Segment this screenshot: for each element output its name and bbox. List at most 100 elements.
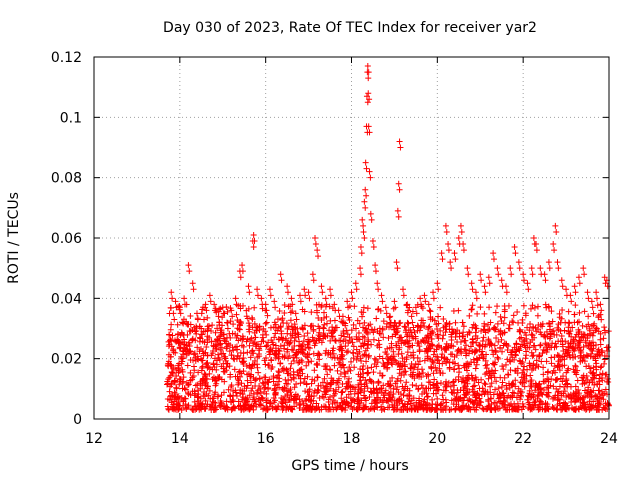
data-point (291, 342, 298, 349)
data-point (561, 362, 568, 369)
data-point (295, 346, 302, 353)
data-point (393, 259, 400, 266)
data-point (232, 389, 239, 396)
data-point (191, 403, 198, 410)
data-point (239, 268, 246, 275)
data-point (430, 381, 437, 388)
data-point (181, 295, 188, 302)
data-point (549, 395, 556, 402)
data-point (357, 343, 364, 350)
data-point (548, 308, 555, 315)
data-point (201, 316, 208, 323)
data-point (189, 336, 196, 343)
data-point (503, 289, 510, 296)
data-point (249, 385, 256, 392)
data-point (244, 336, 251, 343)
data-point (253, 401, 260, 408)
data-point (361, 381, 368, 388)
data-point (552, 222, 559, 229)
data-point (379, 326, 386, 333)
data-point (480, 334, 487, 341)
data-point (367, 321, 374, 328)
data-point (361, 404, 368, 411)
data-point (295, 359, 302, 366)
data-point (450, 378, 457, 385)
data-point (224, 325, 231, 332)
data-point (561, 388, 568, 395)
data-point (360, 392, 367, 399)
data-point (211, 391, 218, 398)
data-point (358, 250, 365, 257)
data-point (326, 366, 333, 373)
data-point (456, 333, 463, 340)
data-point (296, 405, 303, 412)
data-point (226, 348, 233, 355)
data-point (208, 352, 215, 359)
data-point (267, 348, 274, 355)
data-point (597, 341, 604, 348)
data-point (184, 331, 191, 338)
data-point (426, 323, 433, 330)
data-point (546, 320, 553, 327)
data-point (515, 404, 522, 411)
data-point (532, 364, 539, 371)
data-point (271, 319, 278, 326)
data-point (231, 366, 238, 373)
data-point (206, 370, 213, 377)
data-point (296, 396, 303, 403)
data-point (168, 289, 175, 296)
data-point (465, 328, 472, 335)
data-point (360, 304, 367, 311)
data-point (370, 336, 377, 343)
data-point (553, 331, 560, 338)
data-point (390, 385, 397, 392)
data-point (338, 355, 345, 362)
data-point (355, 381, 362, 388)
data-point (314, 386, 321, 393)
data-point (203, 343, 210, 350)
data-point (194, 310, 200, 317)
data-point (382, 387, 389, 394)
data-point (482, 405, 489, 412)
data-point (478, 277, 485, 284)
data-point (200, 350, 207, 357)
data-point (371, 326, 378, 333)
data-point (177, 402, 184, 409)
data-point (172, 337, 179, 344)
data-point (284, 289, 291, 296)
data-point (601, 352, 608, 359)
data-point (563, 369, 570, 376)
data-point (482, 381, 489, 388)
data-point (520, 302, 527, 309)
data-point (470, 321, 477, 328)
data-point (292, 334, 299, 341)
data-point (245, 320, 252, 327)
data-point (546, 335, 553, 342)
data-point (397, 144, 404, 151)
data-point (562, 406, 569, 413)
data-point (174, 321, 181, 328)
data-point (335, 377, 342, 384)
data-point (389, 374, 396, 381)
data-point (538, 389, 545, 396)
data-point (527, 394, 534, 401)
data-point (388, 360, 395, 367)
data-point (343, 349, 350, 356)
data-point (511, 390, 518, 397)
data-point (239, 358, 246, 365)
data-point (446, 359, 453, 366)
data-point (292, 310, 299, 317)
data-point (476, 343, 483, 350)
data-point (529, 271, 536, 278)
data-point (434, 325, 441, 332)
data-point (434, 380, 441, 387)
data-point (473, 295, 480, 302)
data-point (171, 316, 178, 323)
data-point (440, 324, 447, 331)
data-point (339, 362, 346, 369)
data-point (456, 406, 463, 413)
data-point (386, 314, 393, 321)
data-point (168, 362, 175, 369)
data-point (232, 295, 239, 302)
data-point (590, 322, 597, 329)
